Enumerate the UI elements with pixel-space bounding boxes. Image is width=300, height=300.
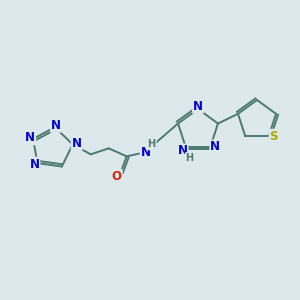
Text: N: N <box>51 119 61 132</box>
Text: N: N <box>178 145 188 158</box>
Text: N: N <box>193 100 203 112</box>
Text: N: N <box>141 146 151 159</box>
Text: N: N <box>210 140 220 154</box>
Text: N: N <box>72 137 82 150</box>
Text: N: N <box>25 131 35 144</box>
Text: H: H <box>148 140 156 149</box>
Text: S: S <box>269 130 278 143</box>
Text: O: O <box>112 170 122 183</box>
Text: N: N <box>29 158 39 171</box>
Text: H: H <box>186 153 194 163</box>
